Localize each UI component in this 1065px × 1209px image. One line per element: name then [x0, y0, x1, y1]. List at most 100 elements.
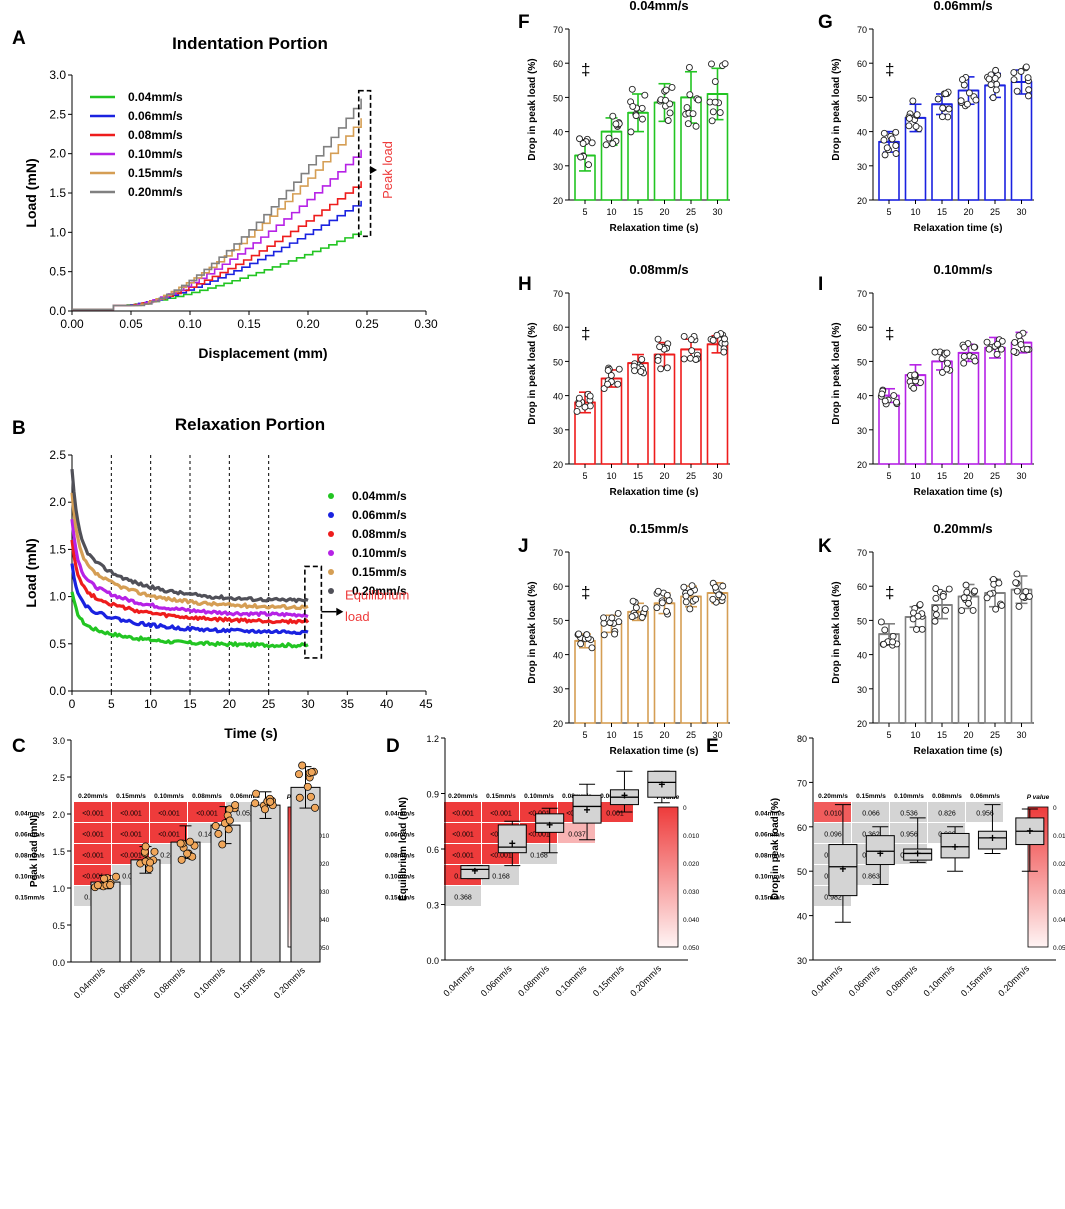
heatmap-cell-value: 0.096: [824, 832, 842, 839]
data-point: [628, 85, 636, 93]
heatmap-cell: [890, 802, 927, 822]
data-point: [112, 872, 120, 881]
panel-letter-g: G: [818, 12, 833, 33]
heatmap-cell: [150, 823, 187, 843]
data-point: [957, 97, 965, 105]
y-tick-label: 30: [797, 956, 807, 966]
data-point: [1017, 68, 1025, 75]
data-point: [913, 625, 920, 633]
data-point: [311, 803, 319, 812]
y-tick-label: 70: [553, 548, 563, 558]
x-tick-label: 0.06mm/s: [847, 963, 882, 998]
panel-letter-e: E: [706, 736, 719, 757]
heatmap-cell: [444, 844, 481, 864]
data-point: [889, 632, 897, 640]
x-tick-label: 20: [963, 471, 973, 481]
y-tick-label: 2.5: [49, 448, 66, 462]
bar: [627, 362, 649, 465]
data-point: [1013, 587, 1021, 595]
box: [647, 770, 677, 798]
significance-mark: ‡: [885, 60, 894, 79]
data-point: [909, 97, 917, 105]
significance-mark: ‡: [885, 324, 894, 343]
heatmap-e: 0.20mm/s 0.15mm/s 0.10mm/s 0.08mm/s 0.06mm/s…: [755, 793, 1065, 952]
x-tick-label: 15: [937, 471, 947, 481]
heatmap-cell: [558, 823, 595, 843]
x-tick-label: 10: [606, 471, 616, 481]
bar: [984, 84, 1006, 201]
y-axis-label: Drop in peak load (%): [831, 581, 842, 683]
color-scale-tick: 0.050: [1053, 945, 1065, 952]
data-point: [993, 350, 1001, 358]
data-point: [629, 597, 637, 605]
data-point: [991, 74, 999, 82]
data-point: [662, 96, 669, 104]
data-point: [586, 392, 594, 400]
bar: [680, 595, 702, 724]
y-tick-label: 30: [857, 162, 867, 172]
x-tick-label: 10: [606, 207, 616, 217]
heatmap-cell: [74, 802, 111, 822]
x-tick-label: 0.20mm/s: [996, 963, 1031, 998]
heatmap-cell-value: <0.001: [452, 853, 474, 860]
data-point: [987, 81, 995, 89]
heatmap-cell-value: <0.001: [82, 853, 104, 860]
mean-marker: +: [989, 831, 996, 845]
data-point: [960, 594, 968, 602]
data-point: [183, 849, 192, 858]
data-point: [307, 768, 316, 777]
data-point: [575, 630, 583, 638]
x-tick-label: 15: [937, 207, 947, 217]
y-tick-label: 2.0: [52, 810, 65, 820]
y-tick-label: 1.0: [49, 590, 66, 604]
heatmap-cell-value: 0.362: [862, 832, 880, 839]
bar: [957, 352, 980, 465]
x-tick-label: 0.15mm/s: [232, 965, 267, 1000]
heatmap-row-label: 0.04mm/s: [15, 811, 45, 818]
data-point: [692, 356, 700, 363]
data-point: [692, 122, 700, 130]
heatmap-cell: [596, 802, 633, 822]
x-tick-label: 20: [223, 697, 237, 711]
data-point: [638, 356, 646, 363]
heatmap-cell-value: 0.956: [900, 832, 918, 839]
chart-title: 0.06mm/s: [933, 0, 992, 13]
heatmap-column-label: 0.15mm/s: [486, 793, 516, 800]
x-tick-label: 10: [144, 697, 158, 711]
legend-label: 0.04mm/s: [128, 90, 183, 104]
x-tick-label: 30: [1016, 207, 1026, 217]
data-point: [600, 614, 608, 622]
heatmap-cell-value: 0.168: [530, 853, 548, 860]
data-point: [995, 579, 1003, 587]
data-point: [963, 588, 971, 596]
y-tick-label: 20: [857, 460, 867, 470]
y-tick-label: 50: [797, 867, 807, 877]
legend-swatch: [328, 569, 334, 575]
y-tick-label: 3.0: [49, 68, 66, 82]
data-point: [654, 587, 662, 595]
heatmap-column-label: 0.06mm/s: [230, 793, 260, 800]
data-point: [905, 122, 913, 130]
heatmap-row-label: 0.15mm/s: [385, 895, 415, 902]
data-point: [970, 343, 978, 351]
data-point: [577, 640, 585, 648]
y-axis-label: Load (mN): [23, 538, 39, 607]
x-tick-label: 20: [659, 207, 669, 217]
series-line: [70, 591, 309, 649]
data-point: [892, 142, 900, 149]
data-point: [998, 601, 1006, 609]
x-tick-label: 25: [990, 471, 1000, 481]
x-tick-label: 25: [990, 207, 1000, 217]
data-point: [985, 75, 993, 83]
data-point: [141, 842, 150, 851]
color-scale-tick: 0.020: [683, 861, 700, 868]
arrow-head: [336, 607, 344, 616]
heatmap-cell: [852, 802, 889, 822]
data-point: [916, 601, 924, 608]
data-point: [708, 117, 716, 125]
y-tick-label: 60: [553, 59, 563, 69]
x-axis-label: Relaxation time (s): [914, 746, 1003, 757]
data-point: [266, 797, 275, 806]
x-tick-label: 25: [686, 471, 696, 481]
bar: [1010, 588, 1033, 724]
